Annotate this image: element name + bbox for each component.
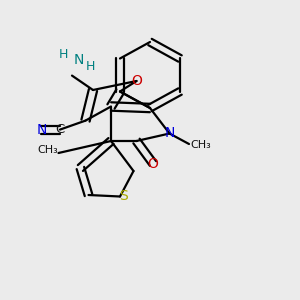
Text: O: O xyxy=(148,157,158,170)
Text: N: N xyxy=(74,53,84,67)
Text: CH₃: CH₃ xyxy=(38,145,58,155)
Text: C: C xyxy=(56,123,64,136)
Text: S: S xyxy=(118,190,127,203)
Text: O: O xyxy=(131,74,142,88)
Text: N: N xyxy=(36,123,46,136)
Text: N: N xyxy=(164,127,175,140)
Text: CH₃: CH₃ xyxy=(190,140,212,151)
Text: H: H xyxy=(85,60,95,73)
Text: H: H xyxy=(59,48,68,61)
